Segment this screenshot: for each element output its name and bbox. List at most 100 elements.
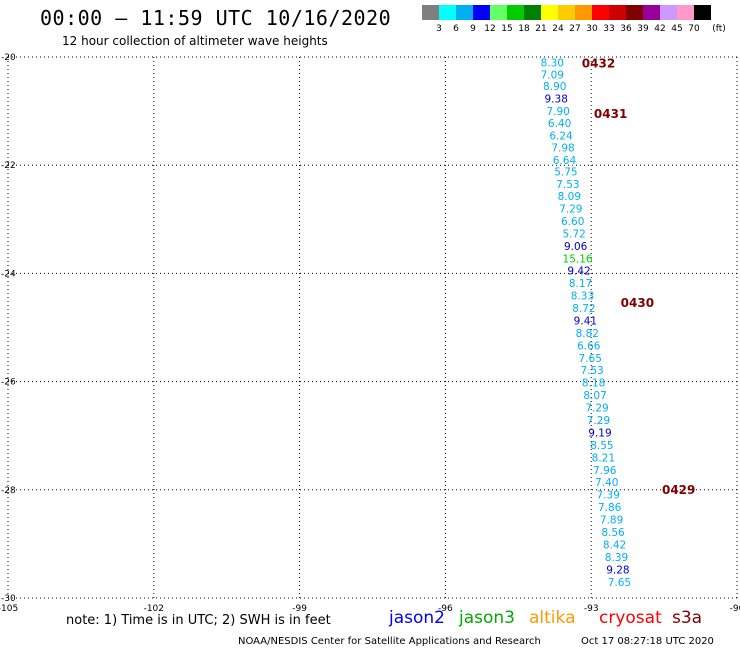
colorbar-tick-label: 24 xyxy=(552,24,564,34)
colorbar-tick-label: 70 xyxy=(688,24,700,34)
lon-tick-label: -90 xyxy=(730,604,740,614)
colorbar-tick-label: 9 xyxy=(470,24,476,34)
lat-tick-label: -30 xyxy=(1,594,16,604)
colorbar-tick-label: 33 xyxy=(603,24,615,34)
swh-value: 9.19 xyxy=(588,427,611,439)
lat-tick-label: -22 xyxy=(1,161,16,171)
swh-value: 8.18 xyxy=(582,378,605,390)
colorbar-tick-label: 3 xyxy=(436,24,442,34)
swh-value: 8.55 xyxy=(590,440,613,452)
pass-time-label: 0430 xyxy=(621,296,654,310)
swh-value: 7.29 xyxy=(587,415,610,427)
colorbar-tick-label: 42 xyxy=(654,24,666,34)
pass-time-label: 0431 xyxy=(594,107,627,121)
swh-value: 8.07 xyxy=(583,390,606,402)
swh-value: 6.40 xyxy=(548,118,571,130)
swh-value: 7.98 xyxy=(551,142,574,154)
colorbar-swatch xyxy=(541,5,558,20)
swh-value: 8.30 xyxy=(541,57,564,69)
colorbar-swatch xyxy=(592,5,609,20)
colorbar-tick-label: 18 xyxy=(518,24,530,34)
swh-value: 7.39 xyxy=(597,490,620,502)
satellite-legend-item: cryosat xyxy=(599,608,662,628)
swh-value: 7.40 xyxy=(595,477,618,489)
pass-time-label: 0429 xyxy=(662,483,695,497)
swh-value: 7.53 xyxy=(556,179,579,191)
swh-value: 8.90 xyxy=(543,81,566,93)
colorbar-swatch xyxy=(473,5,490,20)
swh-value: 7.53 xyxy=(580,365,603,377)
swh-value: 8.21 xyxy=(592,452,615,464)
map-subtitle: 12 hour collection of altimeter wave hei… xyxy=(62,34,328,48)
colorbar-tick-label: 12 xyxy=(484,24,496,34)
colorbar-unit: (ft) xyxy=(712,24,726,34)
colorbar-tick-label: 39 xyxy=(637,24,649,34)
swh-value: 5.75 xyxy=(554,167,577,179)
swh-value: 8.17 xyxy=(569,278,592,290)
swh-value: 7.86 xyxy=(598,502,622,514)
colorbar-swatch xyxy=(660,5,677,20)
swh-value: 7.65 xyxy=(608,577,631,589)
swh-value: 7.96 xyxy=(593,465,617,477)
swh-value: 8.56 xyxy=(601,527,625,539)
satellite-legend-item: jason3 xyxy=(459,608,515,628)
colorbar-tick-label: 15 xyxy=(501,24,513,34)
swh-value: 15.16 xyxy=(563,253,593,265)
colorbar-swatch xyxy=(609,5,626,20)
lat-tick-label: -26 xyxy=(1,378,16,388)
swh-value: 8.42 xyxy=(603,539,626,551)
swh-value: 7.29 xyxy=(585,403,608,415)
lon-tick-label: -96 xyxy=(438,604,453,614)
swh-value: 7.29 xyxy=(559,203,582,215)
satellite-legend-item: altika xyxy=(529,608,576,628)
colorbar-swatch xyxy=(507,5,524,20)
swh-value: 5.72 xyxy=(562,228,585,240)
swh-value: 8.33 xyxy=(571,291,594,303)
swh-value: 8.39 xyxy=(605,552,628,564)
colorbar-tick-label: 6 xyxy=(453,24,459,34)
colorbar-tick-label: 36 xyxy=(620,24,632,34)
units-note: note: 1) Time is in UTC; 2) SWH is in fe… xyxy=(66,613,331,628)
colorbar-swatch xyxy=(422,5,439,20)
colorbar-swatch xyxy=(694,5,711,20)
swh-value: 9.42 xyxy=(567,266,590,278)
colorbar-swatch xyxy=(626,5,643,20)
swh-value: 6.66 xyxy=(577,340,601,352)
swh-value: 7.89 xyxy=(600,515,623,527)
lat-tick-label: -24 xyxy=(1,269,16,279)
pass-time-label: 0432 xyxy=(582,56,615,70)
lat-tick-label: -20 xyxy=(1,53,16,63)
swh-value: 9.28 xyxy=(606,564,629,576)
colorbar-tick-label: 45 xyxy=(671,24,683,34)
colorbar-tick-label: 21 xyxy=(535,24,547,34)
swh-value: 6.60 xyxy=(561,216,584,228)
colorbar-tick-label: 30 xyxy=(586,24,598,34)
lon-tick-label: -99 xyxy=(292,604,307,614)
swh-value: 8.72 xyxy=(572,303,595,315)
colorbar-swatch xyxy=(643,5,660,20)
lon-tick-label: -105 xyxy=(0,604,18,614)
swh-value: 7.65 xyxy=(579,353,602,365)
swh-value: 9.06 xyxy=(564,241,588,253)
lon-tick-label: -102 xyxy=(144,604,164,614)
lat-tick-label: -28 xyxy=(1,486,16,496)
colorbar-swatch xyxy=(456,5,473,20)
satellite-legend-item: jason2 xyxy=(389,608,445,628)
generated-timestamp: Oct 17 08:27:18 UTC 2020 xyxy=(581,636,714,647)
swh-value: 6.64 xyxy=(553,155,577,167)
colorbar-swatch xyxy=(524,5,541,20)
swh-value: 9.41 xyxy=(574,315,597,327)
swh-value: 8.09 xyxy=(558,191,581,203)
colorbar-swatch xyxy=(677,5,694,20)
colorbar-swatch xyxy=(558,5,575,20)
map-title: 00:00 – 11:59 UTC 10/16/2020 xyxy=(40,6,392,30)
swh-value: 7.09 xyxy=(541,69,564,81)
colorbar-swatch xyxy=(575,5,592,20)
colorbar-swatch xyxy=(439,5,456,20)
colorbar-swatch xyxy=(490,5,507,20)
swh-value: 9.38 xyxy=(545,94,568,106)
satellite-legend-item: s3a xyxy=(672,608,703,628)
colorbar-tick-label: 27 xyxy=(569,24,581,34)
credit-line: NOAA/NESDIS Center for Satellite Applica… xyxy=(238,636,541,647)
